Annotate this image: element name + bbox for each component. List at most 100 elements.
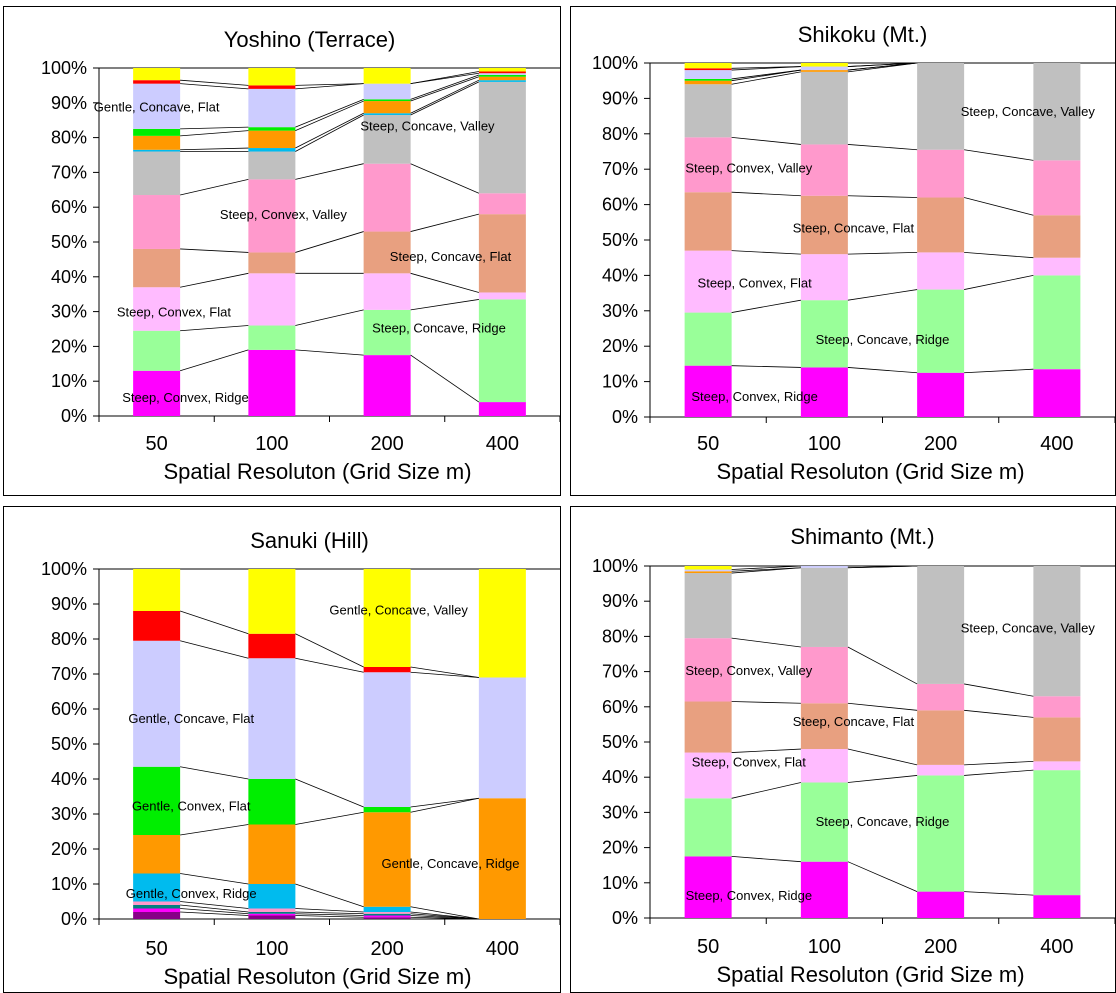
annotation-steep-concave-flat: Steep, Concave, Flat: [793, 221, 915, 236]
series-connector-line: [731, 365, 801, 368]
bar-segment-steep-concave-flat-100: [800, 195, 848, 255]
y-tick-label: 10%: [602, 372, 638, 392]
bar-segment-gentle-concave-flat-400: [478, 677, 526, 799]
series-connector-line: [410, 79, 480, 114]
bar-segment-steep-concave-ridge-400: [1033, 275, 1081, 370]
bar-segment-gentle-concave-valley-200: [363, 569, 411, 667]
annotation-gentle-concave-flat: Gentle, Concave, Flat: [94, 99, 220, 114]
y-tick-label: 10%: [51, 874, 87, 894]
x-tick-label: 100: [255, 938, 288, 960]
series-connector-line: [180, 126, 249, 130]
annotation-gentle-concave-valley: Gentle, Concave, Valley: [329, 602, 468, 617]
series-connector-line: [847, 144, 918, 151]
bar-segment-steep-convex-flat-100: [800, 254, 848, 301]
y-tick-label: 90%: [602, 88, 638, 108]
series-connector-line: [847, 702, 918, 711]
annotation-gentle-convex-flat: Gentle, Convex, Flat: [132, 798, 251, 813]
y-tick-label: 50%: [51, 232, 87, 252]
annotation-steep-convex-flat: Steep, Convex, Flat: [117, 305, 232, 320]
y-tick-label: 80%: [602, 124, 638, 144]
series-connector-line: [964, 709, 1034, 718]
annotation-steep-concave-ridge: Steep, Concave, Ridge: [372, 320, 506, 335]
series-connector-line: [731, 856, 801, 863]
bar-segment-gentle-convex-flat-50: [684, 78, 732, 81]
bar-segment-gentle-convex-ridge-100: [248, 884, 296, 909]
y-tick-label: 0%: [61, 909, 87, 929]
series-connector-line: [295, 163, 364, 180]
annotation-steep-convex-ridge: Steep, Convex, Ridge: [691, 389, 817, 404]
bar-segment-steep-convex-ridge-400: [1033, 895, 1081, 918]
bar-segment-steep-concave-flat-400: [478, 214, 526, 293]
series-connector-line: [180, 908, 249, 915]
series-connector-lines: [731, 62, 1034, 374]
bar-segment-steep-concave-flat-50: [684, 192, 732, 251]
series-connector-line: [964, 769, 1034, 776]
bar-segment-gentle-convex-valley-50: [684, 68, 732, 71]
y-tick-label: 50%: [602, 732, 638, 752]
bar-segment-steep-convex-flat-100: [800, 749, 848, 783]
bar-segment-steep-concave-valley-100: [248, 151, 296, 180]
bar-segment-steep-convex-valley-100: [800, 144, 848, 196]
bar-segment-steep-convex-flat-50: [684, 250, 732, 313]
x-tick-label: 100: [255, 433, 288, 455]
bar-segment-steep-convex-flat-200: [363, 273, 411, 310]
bar-segment-minor-teal-50: [133, 905, 181, 909]
series-connector-line: [295, 114, 364, 152]
bar-segment-steep-concave-ridge-50: [684, 798, 732, 857]
chart-shikoku: Shikoku (Mt.) 0% 10% 20% 30% 40% 50% 60% 70% 80% 9…: [592, 22, 1115, 484]
bar-segment-gentle-concave-ridge-50: [684, 80, 732, 85]
series-connector-line: [295, 883, 364, 908]
series-connector-line: [964, 760, 1034, 766]
bar-segment-gentle-concave-flat-200: [363, 672, 411, 807]
bar-segment-gentle-convex-ridge-100: [248, 148, 296, 152]
bar-segment-steep-concave-ridge-100: [800, 300, 848, 368]
y-tick-label: 20%: [51, 839, 87, 859]
bar-segment-steep-convex-flat-400: [478, 292, 526, 300]
y-tick-label: 10%: [51, 371, 87, 391]
chart-panel-yoshino: Yoshino (Terrace) 0% 10% 20% 30% 40% 50% 60% 70%…: [3, 6, 561, 496]
bar-segment-gentle-concave-valley-100: [248, 569, 296, 634]
y-tick-label: 80%: [602, 626, 638, 646]
series-connector-line: [847, 367, 918, 374]
bar-segment-steep-concave-ridge-100: [248, 325, 296, 350]
bar-segment-gentle-convex-valley-100: [248, 85, 296, 89]
bar-segment-steep-concave-valley-400: [1033, 566, 1081, 697]
bar-segment-gentle-concave-ridge-100: [800, 70, 848, 72]
bar-segment-gentle-concave-valley-100: [800, 63, 848, 67]
series-connector-line: [731, 748, 801, 753]
bar-segment-steep-convex-valley-400: [1033, 696, 1081, 718]
bar-segment-steep-convex-valley-100: [248, 179, 296, 253]
series-connector-line: [180, 640, 249, 659]
bar-segment-steep-convex-ridge-100: [800, 861, 848, 918]
series-connector-line: [410, 797, 479, 808]
series-connector-line: [847, 861, 918, 892]
bar-segment-gentle-convex-flat-400: [478, 74, 526, 77]
series-connector-lines: [179, 610, 479, 920]
y-tick-label: 70%: [602, 662, 638, 682]
bar-segment-gentle-concave-valley-50: [133, 68, 181, 81]
series-connector-line: [295, 913, 364, 916]
bar-segment-steep-convex-valley-400: [1033, 160, 1081, 216]
series-connector-line: [847, 62, 918, 67]
bar-segment-gentle-convex-ridge-50: [133, 873, 181, 902]
x-axis-label: Spatial Resoluton (Grid Size m): [163, 459, 471, 484]
bar-segment-gentle-convex-ridge-400: [478, 80, 526, 82]
y-tick-label: 40%: [602, 767, 638, 787]
bar-segment-gentle-concave-flat-400: [478, 73, 526, 75]
bar-segment-gentle-convex-ridge-200: [363, 906, 411, 912]
annotation-steep-concave-valley: Steep, Concave, Valley: [961, 104, 1096, 119]
bar-segment-steep-convex-flat-200: [917, 252, 965, 290]
bar-segment-steep-concave-flat-200: [917, 710, 965, 765]
series-connector-line: [731, 567, 801, 572]
series-connector-line: [295, 657, 364, 673]
bar-segment-steep-convex-ridge-200: [363, 355, 411, 416]
y-tick-label: 90%: [602, 591, 638, 611]
bar-segment-steep-convex-flat-100: [248, 273, 296, 326]
series-connector-line: [731, 136, 801, 145]
bar-segment-steep-concave-ridge-50: [133, 330, 181, 371]
series-connector-line: [731, 299, 801, 313]
annotation-steep-convex-ridge: Steep, Convex, Ridge: [686, 888, 812, 903]
bar-segment-gentle-concave-valley-50: [133, 569, 181, 611]
series-connector-line: [964, 149, 1034, 161]
series-connector-line: [180, 873, 249, 885]
